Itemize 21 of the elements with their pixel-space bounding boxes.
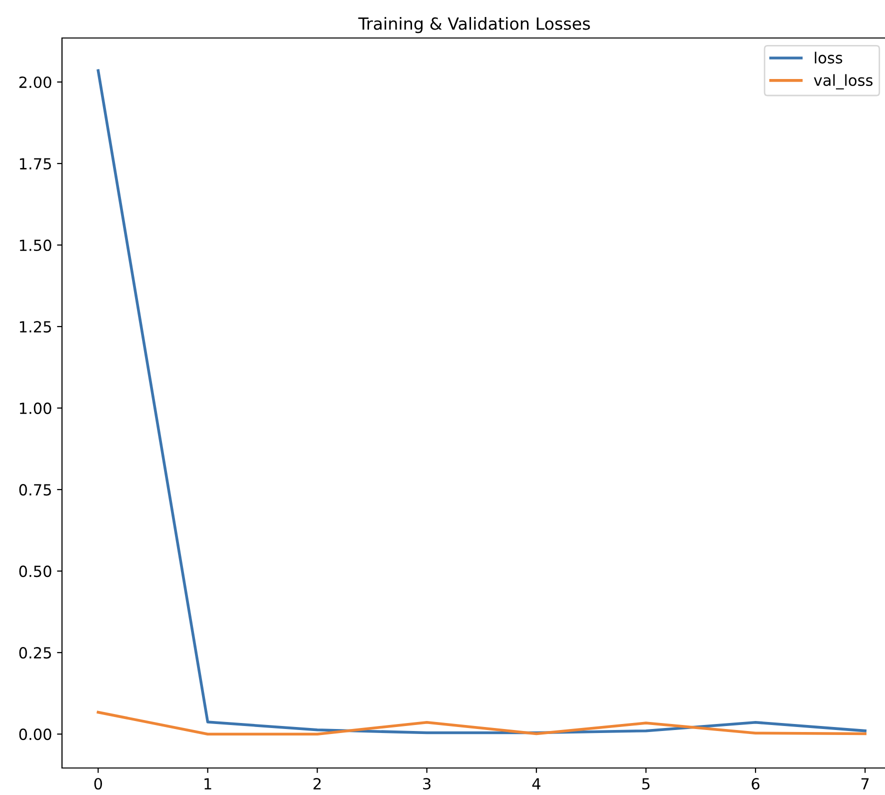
y-tick-label: 1.25 bbox=[20, 321, 51, 333]
x-tick-label: 4 bbox=[532, 778, 540, 790]
y-tick-label: 0.75 bbox=[19, 484, 51, 496]
x-tick-label: 1 bbox=[204, 778, 212, 790]
y-tick-label: 0.00 bbox=[19, 728, 52, 740]
y-tick-label: 0.25 bbox=[19, 647, 51, 659]
y-tick-label: 2.00 bbox=[19, 76, 52, 88]
x-tick-label: 2 bbox=[314, 778, 321, 790]
line-series bbox=[96, 710, 866, 736]
x-tick-label: 6 bbox=[752, 778, 760, 790]
y-tick-label: 1.00 bbox=[20, 402, 52, 414]
legend-label: loss bbox=[814, 52, 842, 64]
x-tick-label: 3 bbox=[423, 778, 430, 790]
x-tick-label: 7 bbox=[861, 778, 869, 790]
legend-label: val_loss bbox=[814, 74, 873, 90]
y-tick-label: 1.75 bbox=[20, 158, 51, 170]
x-tick-label: 5 bbox=[642, 778, 650, 790]
y-tick-label: 0.50 bbox=[19, 566, 52, 578]
chart-title: Training & Validation Losses bbox=[358, 17, 590, 34]
y-tick-label: 1.50 bbox=[20, 240, 52, 252]
x-tick-label: 0 bbox=[94, 778, 102, 790]
